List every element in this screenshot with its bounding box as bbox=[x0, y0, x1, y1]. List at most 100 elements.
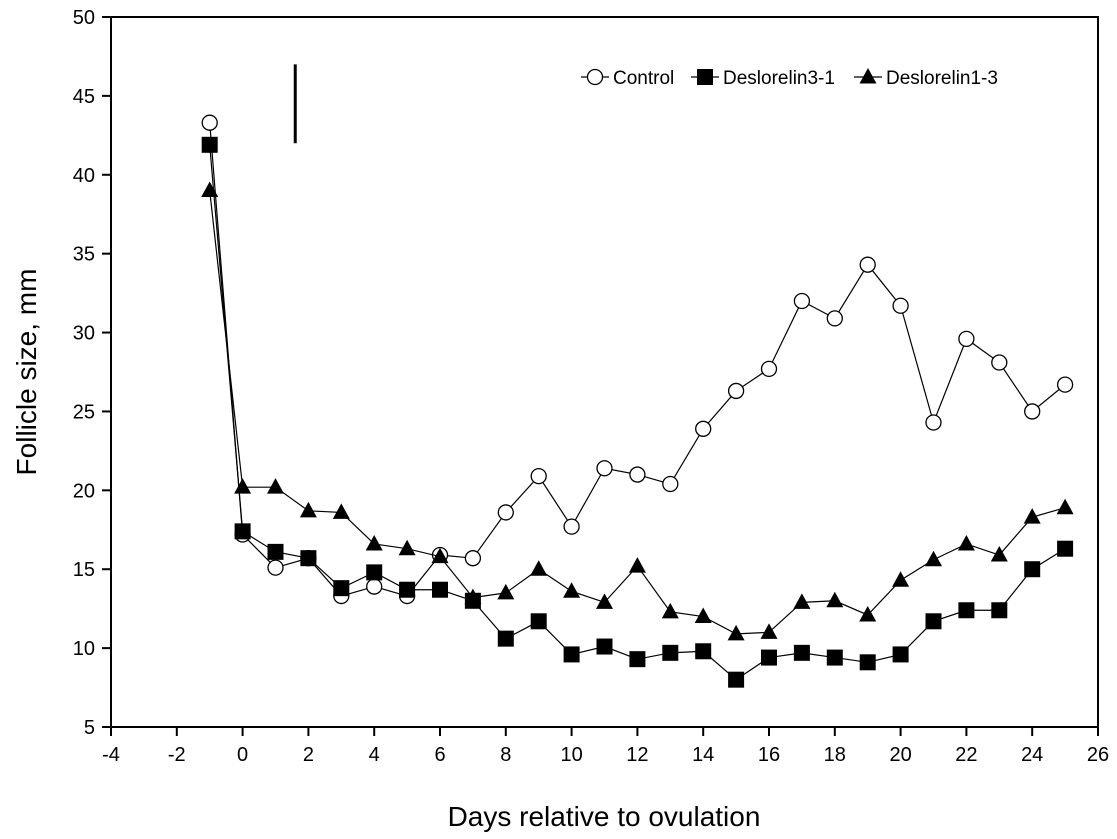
x-tick-label: 16 bbox=[758, 744, 780, 766]
x-tick-label: 6 bbox=[434, 744, 445, 766]
x-tick-label: -2 bbox=[168, 744, 186, 766]
series-layer bbox=[201, 114, 1074, 688]
y-tick-label: 30 bbox=[73, 323, 95, 345]
data-point-control bbox=[892, 297, 909, 314]
data-point-deslorelin3-1 bbox=[826, 649, 843, 666]
data-point-control bbox=[366, 578, 383, 595]
x-tick-label: 12 bbox=[626, 744, 648, 766]
x-axis-title: Days relative to ovulation bbox=[448, 801, 761, 832]
data-point-control bbox=[826, 310, 843, 327]
data-point-control bbox=[629, 466, 646, 483]
data-point-deslorelin1-3 bbox=[201, 181, 219, 198]
data-point-control bbox=[662, 475, 679, 493]
data-point-deslorelin3-1 bbox=[530, 613, 547, 630]
data-point-control bbox=[563, 518, 580, 535]
data-point-control bbox=[201, 114, 218, 131]
data-point-deslorelin1-3 bbox=[760, 623, 778, 639]
y-tick-label: 10 bbox=[73, 638, 95, 660]
x-tick-label: 22 bbox=[955, 744, 977, 766]
series-line-control bbox=[209, 122, 1066, 597]
y-tick-label: 35 bbox=[73, 244, 95, 266]
x-tick-label: 2 bbox=[303, 744, 314, 766]
data-point-deslorelin3-1 bbox=[662, 644, 679, 661]
data-point-control bbox=[793, 292, 811, 310]
data-point-deslorelin3-1 bbox=[1024, 561, 1041, 578]
x-tick-label: 8 bbox=[500, 744, 511, 766]
data-point-deslorelin1-3 bbox=[628, 557, 646, 573]
data-point-control bbox=[925, 414, 942, 431]
data-point-deslorelin3-1 bbox=[958, 602, 975, 619]
x-tick-label: 20 bbox=[889, 744, 911, 766]
data-point-deslorelin3-1 bbox=[201, 136, 218, 153]
legend-label-deslorelin3-1: Deslorelin3-1 bbox=[723, 68, 835, 89]
data-point-deslorelin1-3 bbox=[332, 503, 350, 519]
data-point-deslorelin1-3 bbox=[727, 624, 745, 641]
data-point-deslorelin1-3 bbox=[1023, 508, 1041, 524]
data-point-deslorelin1-3 bbox=[892, 571, 910, 587]
y-tick-label: 5 bbox=[84, 717, 95, 739]
x-tick-label: -4 bbox=[102, 744, 120, 766]
legend-label-deslorelin1-3: Deslorelin1-3 bbox=[886, 68, 998, 89]
y-tick-label: 50 bbox=[73, 7, 95, 29]
data-point-control bbox=[530, 467, 547, 485]
data-point-deslorelin1-3 bbox=[990, 546, 1008, 562]
legend: Control Deslorelin3-1 Deslorelin1-3 bbox=[581, 68, 998, 89]
legend-marker-deslorelin1-3 bbox=[859, 68, 877, 84]
data-point-deslorelin3-1 bbox=[596, 638, 613, 655]
x-tick-label: 0 bbox=[237, 744, 248, 766]
data-point-deslorelin1-3 bbox=[299, 501, 317, 518]
data-point-control bbox=[859, 256, 876, 273]
y-tick-label: 40 bbox=[73, 165, 95, 187]
data-point-deslorelin3-1 bbox=[300, 550, 317, 567]
data-point-deslorelin1-3 bbox=[530, 560, 548, 576]
data-point-deslorelin3-1 bbox=[234, 523, 251, 540]
data-point-deslorelin1-3 bbox=[497, 583, 515, 600]
data-point-deslorelin1-3 bbox=[596, 593, 613, 609]
data-point-deslorelin3-1 bbox=[432, 581, 448, 598]
data-point-deslorelin1-3 bbox=[398, 539, 416, 556]
data-point-deslorelin1-3 bbox=[431, 547, 449, 564]
x-tick-label: 4 bbox=[369, 744, 380, 766]
y-axis-title: Follicle size, mm bbox=[11, 269, 42, 476]
data-point-control bbox=[1024, 403, 1041, 420]
data-point-control bbox=[958, 330, 975, 348]
y-tick-label: 15 bbox=[73, 559, 95, 581]
x-tick-label: 24 bbox=[1021, 744, 1043, 766]
data-point-control bbox=[267, 559, 284, 576]
data-point-deslorelin3-1 bbox=[563, 646, 580, 663]
data-point-deslorelin1-3 bbox=[365, 534, 383, 551]
data-point-deslorelin3-1 bbox=[859, 654, 876, 671]
y-tick-label: 25 bbox=[73, 401, 95, 423]
data-point-deslorelin1-3 bbox=[859, 605, 877, 622]
data-point-deslorelin1-3 bbox=[234, 478, 252, 494]
data-point-deslorelin1-3 bbox=[267, 478, 284, 494]
data-point-deslorelin1-3 bbox=[1056, 498, 1074, 515]
data-point-deslorelin3-1 bbox=[366, 564, 383, 581]
data-point-deslorelin1-3 bbox=[925, 550, 942, 567]
x-tick-label: 14 bbox=[692, 744, 714, 766]
series-control bbox=[201, 114, 1074, 605]
legend-marker-control bbox=[586, 68, 604, 86]
data-point-deslorelin3-1 bbox=[399, 581, 416, 598]
data-point-deslorelin3-1 bbox=[761, 649, 777, 666]
data-point-control bbox=[596, 460, 613, 477]
x-tick-label: 26 bbox=[1087, 744, 1109, 766]
data-point-control bbox=[727, 382, 745, 400]
data-point-deslorelin1-3 bbox=[957, 534, 975, 551]
data-point-deslorelin3-1 bbox=[728, 671, 745, 688]
x-tick-label: 10 bbox=[560, 744, 582, 766]
data-point-deslorelin1-3 bbox=[661, 602, 679, 619]
data-point-deslorelin3-1 bbox=[1057, 540, 1074, 557]
data-point-deslorelin1-3 bbox=[793, 593, 811, 609]
data-point-deslorelin3-1 bbox=[925, 613, 942, 630]
data-point-deslorelin1-3 bbox=[694, 607, 712, 624]
data-point-deslorelin3-1 bbox=[497, 630, 514, 647]
data-point-deslorelin3-1 bbox=[267, 543, 284, 560]
plot-frame bbox=[110, 16, 1099, 728]
data-point-deslorelin3-1 bbox=[991, 602, 1008, 619]
data-point-deslorelin1-3 bbox=[563, 582, 581, 598]
data-point-control bbox=[1056, 376, 1074, 393]
data-point-control bbox=[991, 354, 1008, 371]
data-point-deslorelin1-3 bbox=[826, 591, 844, 608]
